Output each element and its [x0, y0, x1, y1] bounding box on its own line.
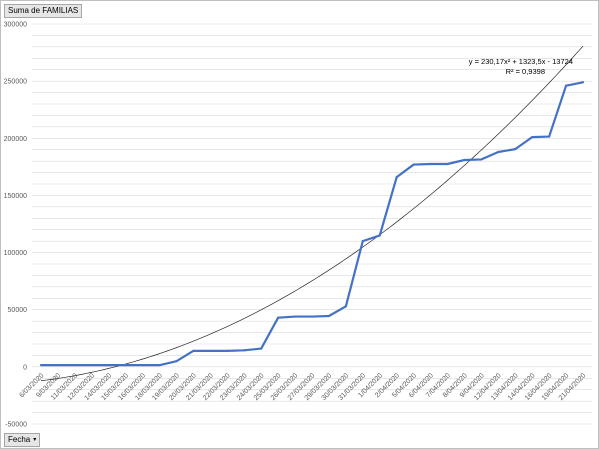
data-point	[361, 240, 364, 243]
polynomial-trendline	[40, 45, 584, 382]
y-tick-label: 50000	[8, 307, 28, 314]
x-axis-ticks: 6/03/20209/03/202011/03/202012/03/202014…	[18, 372, 587, 402]
data-point	[107, 364, 110, 367]
series-line	[41, 81, 584, 367]
y-tick-label: -50000	[5, 422, 27, 429]
y-tick-label: 100000	[4, 250, 27, 257]
data-point	[73, 364, 76, 367]
data-point	[564, 84, 568, 87]
trendline-equation: y = 230,17x² + 1323,5x - 13724	[469, 57, 573, 66]
series-group	[39, 81, 585, 367]
data-point	[480, 158, 483, 161]
y-tick-label: 0	[23, 364, 27, 371]
trendline-equation-group: y = 230,17x² + 1323,5x - 13724 R² = 0,93…	[469, 57, 573, 76]
data-point	[243, 349, 246, 352]
data-point	[310, 315, 314, 318]
data-point	[531, 136, 534, 139]
data-point	[463, 158, 466, 162]
data-point	[548, 135, 551, 138]
y-tick-label: 150000	[4, 193, 27, 200]
data-point	[226, 349, 229, 352]
data-point	[344, 305, 347, 308]
data-point	[277, 316, 280, 319]
data-point	[429, 162, 432, 166]
chevron-down-icon[interactable]: ▾	[33, 437, 37, 443]
data-point	[260, 347, 263, 350]
data-point	[209, 349, 212, 352]
data-point	[378, 234, 381, 237]
data-point	[90, 364, 93, 367]
data-point	[327, 314, 331, 318]
y-axis-ticks: 300000 250000 200000 150000 100000 50000 0 -500…	[4, 22, 27, 429]
axis-field-button[interactable]: Fecha ▾	[4, 433, 41, 447]
data-point	[581, 81, 585, 84]
data-point	[158, 364, 161, 367]
y-tick-label: 300000	[4, 22, 27, 29]
y-tick-label: 250000	[4, 79, 27, 86]
trendline-r-squared: R² = 0,9398	[506, 67, 545, 76]
data-point	[56, 364, 60, 367]
y-tick-label: 200000	[4, 136, 27, 143]
data-point	[39, 364, 43, 367]
data-point	[412, 163, 415, 166]
data-point	[446, 162, 449, 166]
trendline-group	[40, 45, 584, 382]
gridlines	[32, 23, 592, 425]
data-point	[141, 364, 144, 367]
axis-field-label: Fecha	[8, 435, 31, 444]
data-point	[514, 148, 517, 151]
data-point	[124, 364, 127, 367]
data-point	[192, 349, 195, 352]
data-point	[175, 360, 178, 363]
data-point	[497, 150, 500, 154]
value-field-button[interactable]: Suma de FAMILIAS	[4, 4, 83, 18]
data-point	[395, 176, 398, 179]
data-point	[293, 315, 297, 318]
value-field-label: Suma de FAMILIAS	[8, 6, 79, 15]
